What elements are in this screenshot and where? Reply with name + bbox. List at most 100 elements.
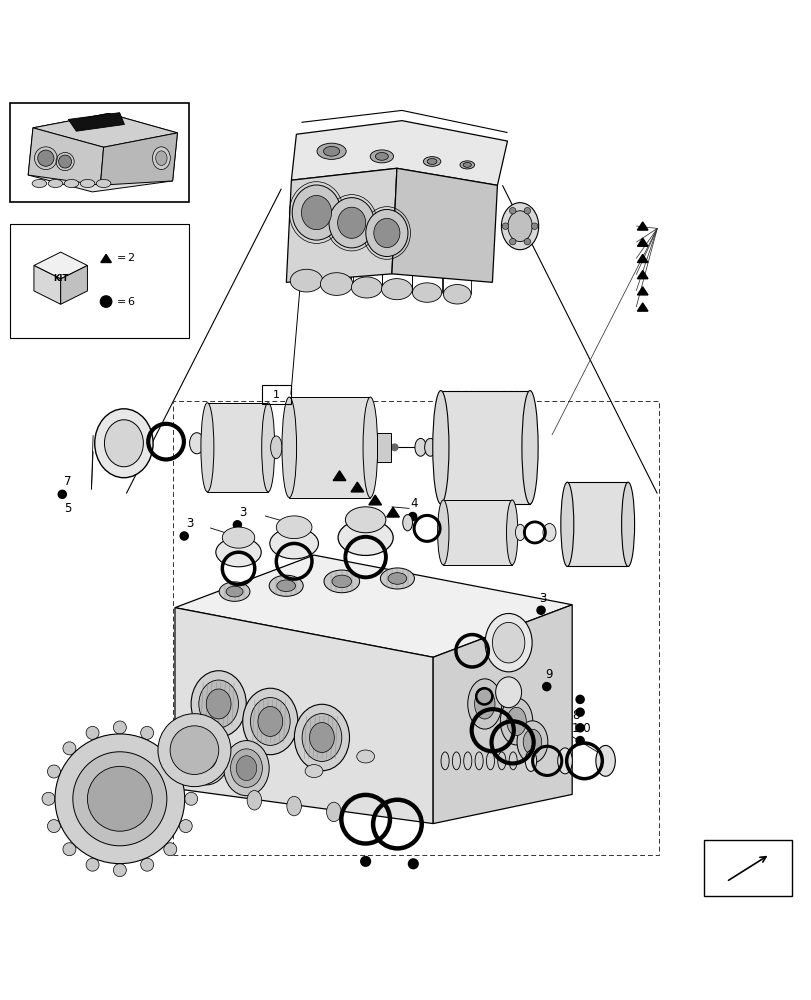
- Text: 8: 8: [572, 709, 579, 722]
- Ellipse shape: [250, 698, 290, 745]
- Polygon shape: [637, 303, 647, 311]
- Ellipse shape: [258, 707, 282, 736]
- Ellipse shape: [345, 507, 385, 533]
- Ellipse shape: [224, 741, 268, 796]
- Ellipse shape: [42, 792, 55, 805]
- Polygon shape: [392, 168, 497, 282]
- Text: =: =: [118, 297, 130, 307]
- Ellipse shape: [305, 765, 323, 778]
- Polygon shape: [637, 238, 647, 246]
- Ellipse shape: [595, 745, 615, 776]
- Circle shape: [523, 207, 530, 214]
- Ellipse shape: [269, 528, 318, 559]
- Polygon shape: [376, 433, 391, 462]
- Ellipse shape: [286, 796, 301, 816]
- Ellipse shape: [191, 671, 246, 737]
- Text: 3: 3: [238, 506, 246, 519]
- Circle shape: [158, 714, 230, 787]
- Ellipse shape: [179, 820, 192, 833]
- Text: 1: 1: [272, 390, 280, 400]
- Ellipse shape: [309, 723, 334, 752]
- Circle shape: [101, 296, 112, 307]
- Ellipse shape: [268, 575, 303, 596]
- Ellipse shape: [351, 277, 382, 298]
- Ellipse shape: [47, 765, 60, 778]
- Ellipse shape: [196, 744, 217, 769]
- Polygon shape: [174, 555, 572, 657]
- Ellipse shape: [32, 179, 47, 188]
- Circle shape: [73, 752, 167, 846]
- Ellipse shape: [515, 524, 525, 541]
- Ellipse shape: [500, 698, 532, 745]
- Ellipse shape: [86, 858, 99, 871]
- Polygon shape: [289, 397, 370, 498]
- Ellipse shape: [200, 403, 213, 492]
- Ellipse shape: [356, 750, 374, 763]
- Polygon shape: [68, 113, 124, 131]
- Ellipse shape: [281, 397, 296, 498]
- Circle shape: [58, 490, 67, 498]
- Ellipse shape: [443, 285, 470, 304]
- Text: 3: 3: [186, 517, 193, 530]
- Ellipse shape: [270, 436, 281, 459]
- Ellipse shape: [323, 146, 339, 156]
- Polygon shape: [350, 482, 363, 492]
- Ellipse shape: [191, 737, 222, 776]
- Text: 5: 5: [64, 502, 71, 515]
- Ellipse shape: [47, 820, 60, 833]
- Ellipse shape: [337, 520, 393, 555]
- Polygon shape: [637, 222, 647, 230]
- Ellipse shape: [179, 765, 192, 778]
- Circle shape: [542, 683, 550, 691]
- Ellipse shape: [484, 613, 531, 672]
- Circle shape: [523, 238, 530, 245]
- Ellipse shape: [225, 586, 242, 597]
- Ellipse shape: [432, 391, 448, 504]
- Circle shape: [169, 726, 218, 774]
- Ellipse shape: [247, 791, 261, 810]
- Ellipse shape: [105, 420, 144, 467]
- Ellipse shape: [437, 500, 448, 565]
- Bar: [172, 401, 658, 855]
- Polygon shape: [637, 287, 647, 295]
- Circle shape: [88, 766, 152, 831]
- Ellipse shape: [277, 580, 295, 592]
- Ellipse shape: [48, 179, 62, 188]
- Circle shape: [575, 737, 583, 745]
- Ellipse shape: [199, 680, 238, 728]
- Polygon shape: [207, 403, 268, 492]
- Circle shape: [508, 238, 515, 245]
- Ellipse shape: [95, 409, 153, 478]
- Ellipse shape: [522, 729, 541, 755]
- Polygon shape: [386, 507, 399, 517]
- Circle shape: [536, 606, 544, 614]
- Circle shape: [180, 532, 188, 540]
- Circle shape: [58, 155, 71, 168]
- Circle shape: [408, 859, 418, 869]
- Ellipse shape: [462, 162, 470, 167]
- Polygon shape: [101, 254, 111, 262]
- Ellipse shape: [324, 570, 359, 593]
- Ellipse shape: [370, 150, 393, 163]
- Circle shape: [530, 223, 537, 229]
- Ellipse shape: [467, 679, 501, 729]
- Ellipse shape: [363, 397, 377, 498]
- Ellipse shape: [206, 689, 231, 719]
- Bar: [11, 224, 188, 338]
- Ellipse shape: [459, 161, 474, 169]
- Ellipse shape: [500, 203, 538, 250]
- Circle shape: [408, 512, 416, 521]
- Text: 6: 6: [127, 297, 134, 307]
- Polygon shape: [333, 471, 345, 481]
- Ellipse shape: [292, 185, 341, 240]
- Polygon shape: [61, 265, 88, 304]
- Ellipse shape: [474, 689, 495, 719]
- Ellipse shape: [373, 218, 400, 248]
- Ellipse shape: [294, 704, 349, 771]
- Ellipse shape: [506, 707, 526, 736]
- Ellipse shape: [236, 756, 256, 781]
- Ellipse shape: [97, 179, 111, 188]
- Bar: [11, 103, 188, 202]
- Polygon shape: [291, 121, 507, 185]
- Circle shape: [501, 223, 508, 229]
